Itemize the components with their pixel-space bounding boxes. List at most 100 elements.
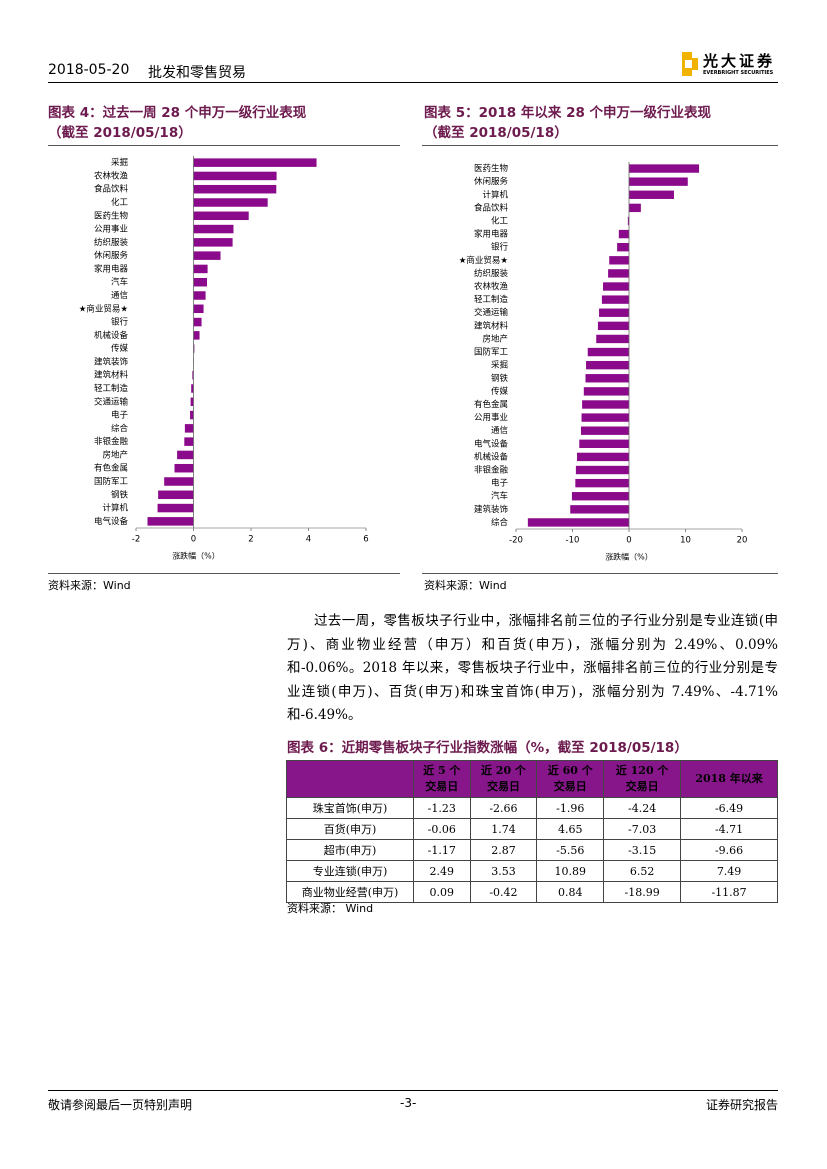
category-label: 建筑装饰: [94, 356, 129, 367]
x-axis-label: 涨跌幅（%）: [172, 551, 220, 561]
table-cell: -11.87: [680, 881, 778, 903]
source-rule: [48, 573, 400, 574]
table-title: 图表 6：近期零售板块子行业指数涨幅（%，截至 2018/05/18）: [287, 740, 688, 756]
table-cell: 0.09: [413, 881, 471, 903]
category-label: 交通运输: [474, 307, 509, 318]
header-date: 2018-05-20: [48, 62, 130, 78]
category-label: 食品饮料: [474, 202, 509, 213]
x-tick-label: -2: [132, 535, 140, 545]
row-label: 商业物业经营(申万): [286, 881, 414, 903]
table-cell: -3.15: [603, 839, 682, 861]
bar: [583, 387, 629, 396]
chart-title: 图表 5：2018 年以来 28 个申万一级行业表现: [424, 105, 712, 121]
bar: [193, 184, 277, 194]
bar: [192, 370, 194, 380]
table-cell: -6.49: [680, 797, 778, 819]
column-header-line: 近 120 个: [615, 764, 669, 777]
table-row: 百货(申万) -0.06 1.74 4.65 -7.03 -4.71: [286, 818, 778, 840]
chart-rule: [48, 145, 400, 146]
category-label: 交通运输: [94, 396, 129, 407]
header-section: 批发和零售贸易: [148, 65, 246, 81]
logo-cn: 光大证券: [703, 52, 776, 70]
table-cell: -4.24: [603, 797, 682, 819]
table-cell: -9.66: [680, 839, 778, 861]
bar: [599, 308, 629, 317]
bar: [601, 295, 629, 304]
bar: [191, 384, 194, 393]
bar: [193, 198, 268, 207]
x-tick-label: -20: [509, 536, 523, 546]
bar: [193, 331, 200, 340]
x-tick-label: 6: [363, 535, 368, 545]
bar: [629, 164, 700, 173]
category-label: 通信: [491, 425, 509, 436]
category-label: 钢铁: [491, 373, 509, 384]
bar: [193, 344, 195, 353]
logo-icon: [682, 52, 698, 76]
column-header-line: 2018 年以来: [695, 772, 763, 785]
bar: [580, 426, 629, 435]
footer-right: 证券研究报告: [705, 1098, 778, 1112]
category-label: 非银金融: [474, 465, 509, 476]
column-header: 近 60 个交易日: [536, 760, 605, 798]
row-label: 珠宝首饰(申万): [286, 797, 414, 819]
bar: [193, 317, 202, 327]
category-label: 轻工制造: [94, 383, 129, 394]
category-label: 综合: [111, 423, 129, 434]
bar: [193, 304, 204, 314]
category-label: 传媒: [111, 343, 129, 354]
category-label: 汽车: [491, 491, 508, 502]
table-cell: 7.49: [680, 860, 778, 882]
table-cell: 2.87: [469, 839, 538, 861]
table-cell: -5.56: [536, 839, 605, 861]
chart-source: 资料来源：Wind: [424, 579, 507, 592]
bar: [193, 158, 317, 167]
bar: [571, 492, 629, 501]
column-header-line: 近 20 个: [480, 764, 526, 777]
table-cell: -1.23: [413, 797, 471, 819]
category-label: 汽车: [111, 277, 128, 288]
bar: [164, 477, 194, 486]
category-label: 电气设备: [474, 438, 509, 449]
category-label: 机械设备: [474, 451, 509, 462]
bar: [603, 282, 629, 291]
category-label: 采掘: [491, 360, 508, 371]
table-row: 商业物业经营(申万) 0.09 -0.42 0.84 -18.99 -11.87: [286, 881, 778, 903]
header-row: 近 5 个交易日近 20 个交易日近 60 个交易日近 120 个交易日 2018…: [286, 760, 778, 798]
bar: [575, 478, 629, 488]
category-label: 采掘: [111, 157, 128, 168]
category-label: 化工: [491, 215, 509, 226]
category-label: 银行: [491, 242, 509, 253]
bar: [597, 321, 629, 331]
bar: [177, 450, 194, 460]
bar: [629, 177, 688, 186]
bar: [190, 410, 194, 420]
column-header-line: 近 60 个: [547, 764, 593, 777]
row-label: 百货(申万): [286, 818, 414, 840]
bar: [193, 291, 206, 300]
column-header-line: 交易日: [625, 780, 659, 793]
bar: [629, 203, 641, 213]
category-label: 有色金属: [474, 399, 508, 410]
category-label: 机械设备: [94, 330, 129, 341]
corner-cell: [286, 760, 414, 798]
category-label: ★商业贸易★: [459, 255, 509, 266]
category-label: 家用电器: [94, 263, 129, 274]
column-header-line: 近 5 个: [423, 764, 461, 777]
category-label: 钢铁: [111, 489, 129, 500]
bar: [577, 452, 629, 462]
table-cell: 10.89: [536, 860, 605, 882]
category-label: 电子: [111, 410, 129, 421]
bar: [608, 269, 629, 278]
bar: [585, 374, 629, 383]
category-label: 纺织服装: [474, 268, 509, 279]
category-label: 建筑装饰: [474, 504, 509, 515]
bar: [582, 400, 629, 409]
table-row: 珠宝首饰(申万) -1.23 -2.66 -1.96 -4.24 -6.49: [286, 797, 778, 819]
bar: [190, 397, 194, 407]
chart-source: 资料来源：Wind: [48, 579, 131, 592]
category-label: 房地产: [102, 449, 128, 460]
bar: [527, 518, 629, 527]
category-label: 农林牧渔: [94, 170, 129, 181]
